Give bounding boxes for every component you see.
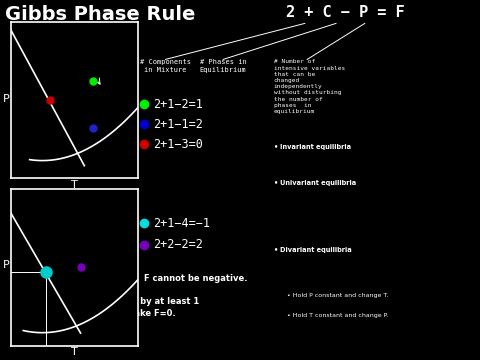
Text: 2+1−4=−1: 2+1−4=−1 [154,217,211,230]
Text: # Number of
intensive variables
that can be
changed
independently
without distur: # Number of intensive variables that can… [274,59,345,114]
Text: •: • [274,180,280,186]
Text: 2+1−1=2: 2+1−1=2 [154,118,204,131]
Text: F cannot be negative.: F cannot be negative. [144,274,248,283]
Text: • Hold T constant and change P.: • Hold T constant and change P. [283,313,388,318]
Text: • Hold P constant and change T.: • Hold P constant and change T. [283,293,389,298]
X-axis label: T: T [71,180,78,190]
Text: # Phases in
Equilibrium: # Phases in Equilibrium [200,59,247,73]
Text: # Components
in Mixture: # Components in Mixture [140,59,191,73]
Text: •: • [274,247,280,253]
Text: 2+1−3=0: 2+1−3=0 [154,138,204,150]
Text: •: • [274,144,280,150]
Text: Invariant equilibria: Invariant equilibria [280,144,351,150]
Text: Divariant equilibria: Divariant equilibria [280,247,351,253]
Text: 2 + C − P = F: 2 + C − P = F [286,5,404,21]
Text: P: P [2,94,9,104]
Text: 2+1−2=1: 2+1−2=1 [154,98,204,111]
Text: Increase C by at least 1
to make F=0.: Increase C by at least 1 to make F=0. [88,297,200,318]
Text: 2+2−2=2: 2+2−2=2 [154,238,204,251]
X-axis label: T: T [71,347,78,357]
Text: P: P [2,260,9,270]
Text: Gibbs Phase Rule: Gibbs Phase Rule [5,5,195,24]
Text: Univariant equilibria: Univariant equilibria [280,180,356,186]
